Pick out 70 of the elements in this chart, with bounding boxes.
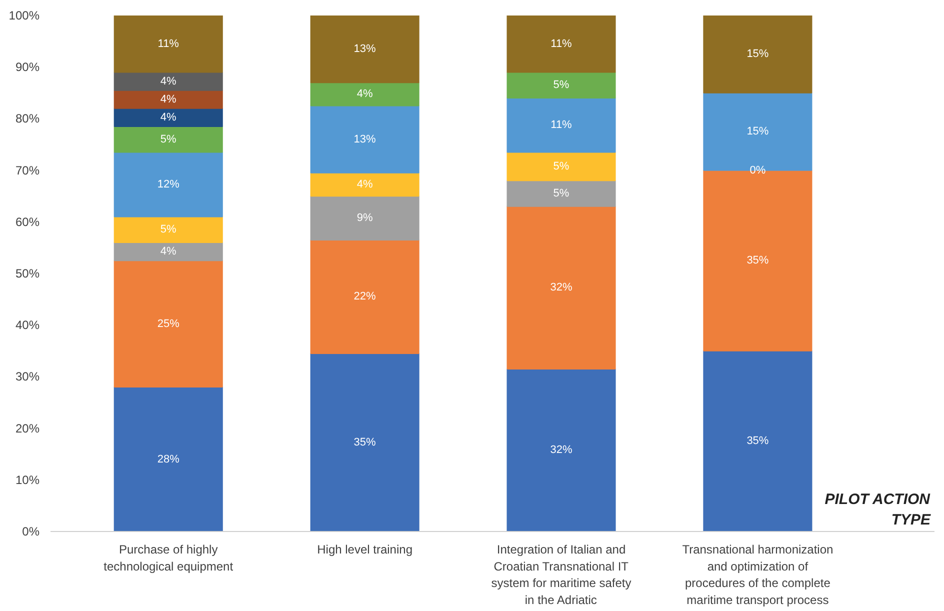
data-label: 35%: [746, 254, 769, 267]
bar: [310, 352, 420, 532]
data-label: 11%: [158, 38, 180, 50]
data-label: 13%: [354, 133, 376, 146]
bar: [310, 105, 420, 174]
data-label: 5%: [160, 224, 177, 236]
x-tick-label: Transnational harmonization and optimization of procedures of the complete maritime transport process: [682, 542, 834, 607]
bar: [506, 72, 616, 99]
data-label: 4%: [160, 246, 177, 258]
bar: [114, 386, 223, 532]
y-tick-label: 0%: [22, 524, 40, 538]
y-tick-label: 60%: [15, 214, 40, 229]
data-label: 4%: [160, 75, 177, 88]
bar: [114, 16, 223, 73]
bar: [703, 16, 812, 94]
x-tick-label: Purchase of highly technological equipment: [104, 542, 234, 574]
bar: [114, 126, 223, 153]
bar: [310, 82, 420, 106]
data-label: 25%: [157, 318, 180, 330]
y-tick-label: 30%: [15, 370, 40, 384]
data-label: 5%: [553, 188, 570, 200]
bar: [114, 242, 223, 262]
data-label: 32%: [550, 282, 572, 294]
data-label: 32%: [550, 444, 572, 456]
x-axis-title: PILOT ACTION TYPE: [824, 491, 932, 528]
y-tick-label: 70%: [15, 163, 40, 178]
data-label: 9%: [356, 212, 373, 224]
bar: [114, 152, 223, 218]
y-tick-label: 40%: [15, 318, 40, 332]
bar: [114, 108, 223, 127]
bar: [506, 180, 616, 207]
x-tick-label: High level training: [317, 542, 413, 556]
bar: [703, 350, 812, 532]
x-tick-label: Integration of Italian and Croatian Transnational IT system for maritime safety in the Adriatic: [491, 542, 632, 607]
bar: [506, 16, 616, 73]
bar: [506, 206, 616, 370]
bar: [310, 16, 420, 84]
data-label: 35%: [354, 436, 376, 448]
bar: [310, 196, 420, 240]
bar: [506, 98, 616, 153]
y-tick-label: 100%: [8, 8, 40, 22]
bar: [310, 239, 420, 354]
bar: [114, 72, 223, 91]
data-label: 35%: [746, 435, 769, 448]
data-label: 4%: [356, 178, 373, 190]
data-label: 11%: [550, 119, 572, 132]
data-label: 28%: [157, 453, 180, 466]
y-tick-label: 80%: [15, 112, 40, 126]
y-tick-label: 50%: [15, 266, 40, 280]
data-label: 5%: [160, 133, 177, 146]
data-label: 15%: [746, 48, 769, 60]
data-label: 13%: [354, 43, 376, 56]
data-label: 4%: [160, 93, 177, 106]
bar: [506, 368, 616, 532]
data-label: 15%: [746, 126, 769, 138]
data-label: 11%: [550, 38, 572, 50]
data-label: 22%: [354, 290, 376, 303]
y-tick-label: 20%: [15, 421, 40, 436]
data-label: 12%: [157, 178, 180, 190]
data-label: 5%: [553, 79, 570, 92]
data-label: 4%: [356, 88, 373, 100]
data-label: 4%: [160, 111, 177, 124]
data-label: 5%: [553, 160, 570, 172]
bar: [114, 260, 223, 388]
bar: [310, 172, 420, 197]
bar: [114, 90, 223, 109]
y-tick-label: 90%: [15, 60, 40, 74]
bar: [114, 216, 223, 244]
y-tick-label: 10%: [15, 472, 40, 487]
bar: [506, 152, 616, 182]
